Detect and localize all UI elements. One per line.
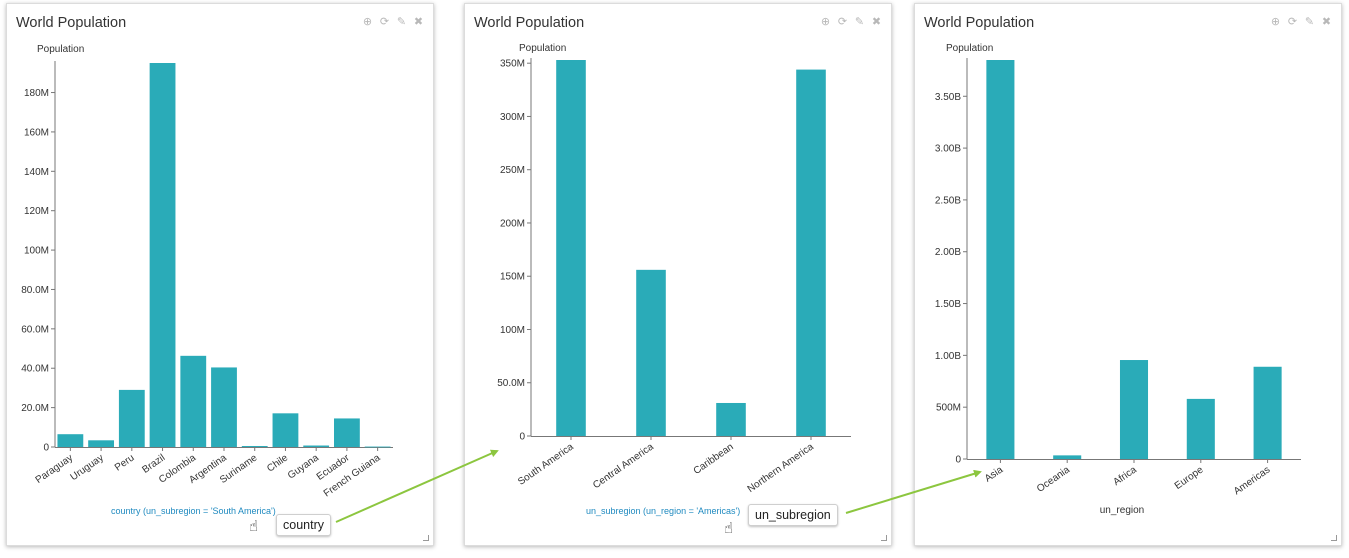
x-tick-label: Asia [983,464,1006,484]
y-tick-label: 0 [955,455,961,466]
x-tick-label: Peru [113,452,137,473]
bar-africa[interactable] [1119,360,1149,459]
bar-central-america[interactable] [636,269,666,436]
resize-handle[interactable] [423,535,429,541]
bar-paraguay[interactable] [57,434,84,447]
y-axis-title: Population [946,43,993,54]
bar-guyana[interactable] [303,445,330,447]
y-tick-label: 160M [24,127,49,138]
y-tick-label: 50.0M [497,378,525,389]
drill-filter-link[interactable]: country (un_subregion = 'South America') [111,506,276,516]
drill-dimension-pill[interactable]: country [276,514,331,536]
panel-toolbar: ⊕ ⟳ ✎ ✖ [362,16,424,27]
bar-french-guiana[interactable] [364,446,391,448]
hand-cursor-icon: ☝ [724,519,734,537]
edit-icon[interactable]: ✎ [854,15,865,28]
resize-handle[interactable] [881,535,887,541]
y-tick-label: 40.0M [21,364,49,375]
x-tick-label: Oceania [1035,464,1072,495]
y-tick-label: 300M [500,112,525,123]
bar-suriname[interactable] [241,446,268,447]
x-tick-label: Europe [1173,464,1206,492]
bar-chart: Population 0 20.0M 40.0M 60.0M 80.0M 100M 120M 1… [21,44,393,499]
x-tick-label: Paraguay [34,452,75,486]
chart-panel-country: World Population ⊕ ⟳ ✎ ✖ Population 0 20.0… [6,3,434,546]
y-tick-label: 350M [500,59,525,70]
bar-ecuador[interactable] [334,418,360,447]
y-tick-label: 0 [519,432,525,443]
y-tick-label: 120M [24,206,49,217]
y-tick-label: 2.00B [935,247,961,258]
y-tick-label: 60.0M [21,324,49,335]
download-icon[interactable]: ⊕ [820,15,831,28]
bar-peru[interactable] [118,389,145,447]
bar-oceania[interactable] [1053,455,1082,459]
y-tick-label: 3.50B [935,92,961,103]
close-icon[interactable]: ✖ [413,15,424,28]
x-tick-label: Central America [591,441,656,491]
y-tick-label: 180M [24,88,49,99]
x-tick-label: Uruguay [69,452,106,483]
resize-handle[interactable] [1331,535,1337,541]
panel-toolbar: ⊕ ⟳ ✎ ✖ [820,16,882,27]
y-tick-label: 0 [43,443,49,454]
y-tick-label: 150M [500,272,525,283]
bar-south-america[interactable] [556,60,586,436]
chart-panel-region: World Population ⊕ ⟳ ✎ ✖ Population 0 500M… [914,3,1342,546]
x-tick-label: Americas [1232,464,1272,497]
y-tick-label: 100M [500,325,525,336]
close-icon[interactable]: ✖ [1321,15,1332,28]
chart-panel-subregion: World Population ⊕ ⟳ ✎ ✖ Population 0 50.0… [464,3,892,546]
x-tick-label: Africa [1111,464,1139,488]
bar-uruguay[interactable] [88,440,114,447]
download-icon[interactable]: ⊕ [362,15,373,28]
bar-chart: Population 0 50.0M 100M 150M 200M 250M 300M 350M… [497,43,851,495]
x-tick-label: South America [516,441,576,488]
refresh-icon[interactable]: ⟳ [379,15,390,28]
bar-northern-america[interactable] [796,69,826,437]
y-tick-label: 2.50B [935,195,961,206]
y-tick-label: 100M [24,246,49,257]
bar-caribbean[interactable] [716,402,746,436]
panel-title: World Population [924,15,1035,31]
y-tick-label: 80.0M [21,285,49,296]
panel-title: World Population [474,15,585,31]
y-axis-title: Population [519,43,566,54]
edit-icon[interactable]: ✎ [1304,15,1315,28]
y-tick-label: 20.0M [21,403,49,414]
bar-asia[interactable] [986,60,1015,459]
y-tick-label: 500M [936,403,961,414]
y-axis-title: Population [37,44,84,55]
edit-icon[interactable]: ✎ [396,15,407,28]
y-tick-label: 200M [500,218,525,229]
refresh-icon[interactable]: ⟳ [1287,15,1298,28]
bar-chile[interactable] [272,413,299,447]
download-icon[interactable]: ⊕ [1270,15,1281,28]
refresh-icon[interactable]: ⟳ [837,15,848,28]
panel-toolbar: ⊕ ⟳ ✎ ✖ [1270,16,1332,27]
hand-cursor-icon: ☝ [249,517,259,535]
panel-title: World Population [16,15,127,31]
y-tick-label: 1.00B [935,351,961,362]
bar-chart: Population 0 500M 1.00B 1.50B 2.00B 2.50B 3.00B… [935,43,1301,516]
bar-argentina[interactable] [211,367,237,447]
y-tick-label: 140M [24,167,49,178]
y-tick-label: 3.00B [935,144,961,155]
bar-europe[interactable] [1186,398,1215,459]
bar-brazil[interactable] [149,63,176,447]
x-tick-label: Caribbean [692,441,736,476]
drill-filter-link[interactable]: un_subregion (un_region = 'Americas') [586,506,741,516]
bar-colombia[interactable] [180,355,207,447]
x-axis-title: un_region [1100,505,1144,516]
y-tick-label: 1.50B [935,299,961,310]
y-tick-label: 250M [500,165,525,176]
x-tick-label: Northern America [746,441,816,495]
bar-americas[interactable] [1253,366,1282,459]
drill-dimension-pill[interactable]: un_subregion [748,504,838,526]
close-icon[interactable]: ✖ [871,15,882,28]
